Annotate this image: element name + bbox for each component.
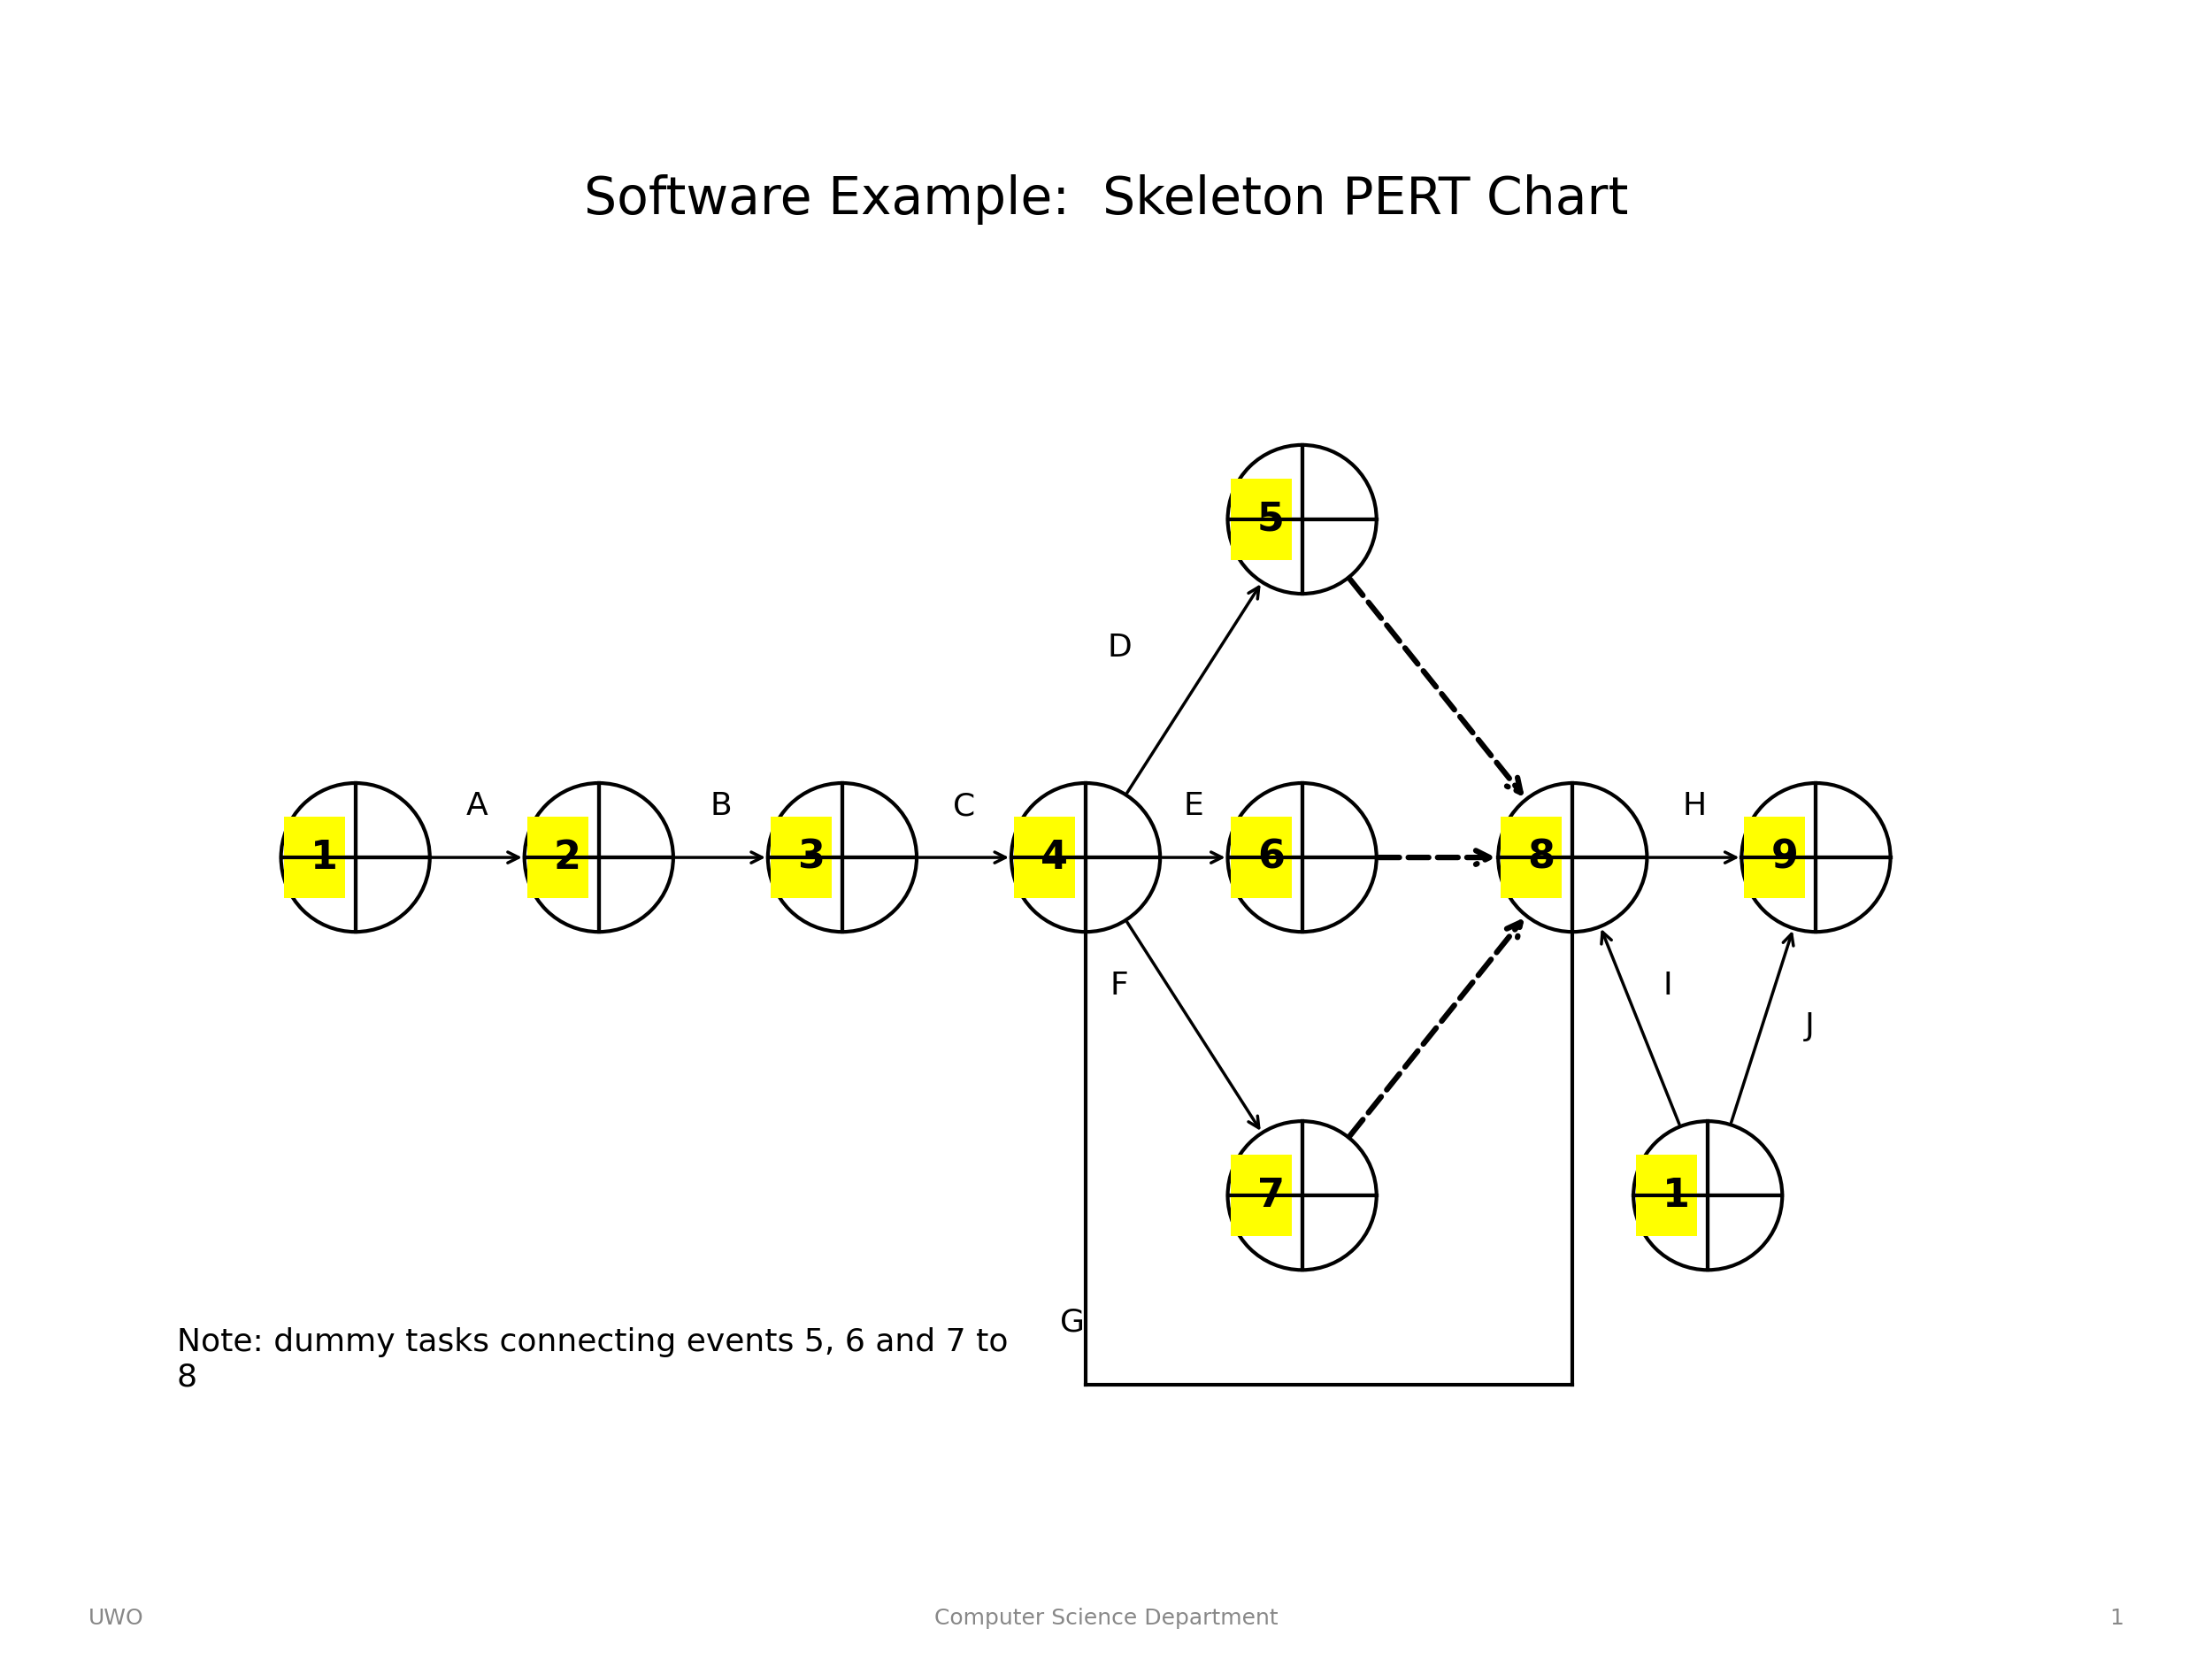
Text: Software Example:  Skeleton PERT Chart: Software Example: Skeleton PERT Chart xyxy=(584,174,1628,224)
Text: I: I xyxy=(1663,971,1672,1000)
Circle shape xyxy=(1011,783,1159,932)
Bar xyxy=(1637,1155,1697,1236)
Circle shape xyxy=(1228,445,1376,594)
Text: 9: 9 xyxy=(1772,838,1798,876)
Text: 4: 4 xyxy=(1042,838,1068,876)
Text: D: D xyxy=(1108,632,1133,664)
Text: H: H xyxy=(1683,791,1705,821)
Bar xyxy=(1230,816,1292,899)
Text: J: J xyxy=(1805,1012,1814,1042)
Circle shape xyxy=(1228,783,1376,932)
Circle shape xyxy=(524,783,672,932)
Circle shape xyxy=(1741,783,1891,932)
Text: 1: 1 xyxy=(2110,1608,2124,1629)
Text: 1: 1 xyxy=(310,838,338,876)
Text: 5: 5 xyxy=(1256,501,1285,539)
Text: 3: 3 xyxy=(796,838,825,876)
Bar xyxy=(1230,478,1292,561)
Bar xyxy=(283,816,345,899)
Text: 7: 7 xyxy=(1256,1176,1285,1214)
Circle shape xyxy=(768,783,916,932)
Text: C: C xyxy=(953,791,975,821)
Bar xyxy=(1230,1155,1292,1236)
Text: Note: dummy tasks connecting events 5, 6 and 7 to
8: Note: dummy tasks connecting events 5, 6… xyxy=(177,1327,1009,1392)
Text: 2: 2 xyxy=(553,838,582,876)
Text: A: A xyxy=(467,791,489,821)
Circle shape xyxy=(1632,1121,1783,1269)
Circle shape xyxy=(281,783,429,932)
Text: 6: 6 xyxy=(1256,838,1285,876)
Text: Computer Science Department: Computer Science Department xyxy=(933,1608,1279,1629)
Text: 1: 1 xyxy=(1663,1176,1690,1214)
Bar xyxy=(1502,816,1562,899)
Text: E: E xyxy=(1183,791,1203,821)
Bar xyxy=(526,816,588,899)
Text: B: B xyxy=(710,791,732,821)
Text: 8: 8 xyxy=(1528,838,1555,876)
Circle shape xyxy=(1498,783,1648,932)
Text: UWO: UWO xyxy=(88,1608,144,1629)
Circle shape xyxy=(1228,1121,1376,1269)
Text: G: G xyxy=(1060,1307,1084,1337)
Bar xyxy=(1013,816,1075,899)
Text: F: F xyxy=(1110,971,1128,1000)
Bar xyxy=(1745,816,1805,899)
Bar xyxy=(770,816,832,899)
